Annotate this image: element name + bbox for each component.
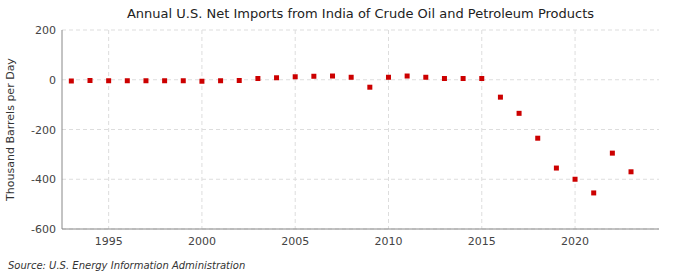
- y-axis-line: [62, 30, 63, 229]
- grid: [62, 30, 659, 229]
- y-grid-line: [62, 229, 659, 230]
- x-grid-line: [388, 30, 389, 229]
- point: [535, 136, 540, 141]
- x-tick-label: 1995: [95, 235, 123, 248]
- source-note: Source: U.S. Energy Information Administ…: [8, 260, 245, 271]
- points: [69, 74, 634, 196]
- point: [517, 111, 522, 116]
- point: [461, 76, 466, 81]
- x-tick-label: 2010: [374, 235, 402, 248]
- point: [386, 75, 391, 80]
- x-tick-label: 2015: [468, 235, 496, 248]
- point: [423, 75, 428, 80]
- point: [87, 78, 92, 83]
- point: [629, 169, 634, 174]
- x-grid-line: [481, 30, 482, 229]
- chart-container: Annual U.S. Net Imports from India of Cr…: [0, 0, 675, 275]
- point: [573, 177, 578, 182]
- point: [181, 78, 186, 83]
- point: [498, 95, 503, 100]
- x-tick-label: 2005: [281, 235, 309, 248]
- tick-labels: -600 -400 -200 0 200 1995 2000 2005 2010 2015 2020: [31, 24, 589, 248]
- point: [311, 74, 316, 79]
- title: Annual U.S. Net Imports from India of Cr…: [127, 6, 594, 21]
- point: [349, 75, 354, 80]
- x-grid-line: [575, 30, 576, 229]
- y-grid-line: [62, 179, 659, 180]
- point: [199, 79, 204, 84]
- y-tick-label: 0: [49, 74, 56, 87]
- y-grid-line: [62, 79, 659, 80]
- x-axis-line: [62, 229, 659, 230]
- point: [554, 166, 559, 171]
- y-tick-label: -200: [31, 124, 56, 137]
- x-grid-line: [108, 30, 109, 229]
- x-grid-line: [295, 30, 296, 229]
- point: [367, 85, 372, 90]
- y-tick-label: -600: [31, 223, 56, 236]
- chart-svg: Annual U.S. Net Imports from India of Cr…: [0, 0, 675, 275]
- point: [293, 74, 298, 79]
- point: [162, 78, 167, 83]
- y-grid-line: [62, 129, 659, 130]
- point: [442, 76, 447, 81]
- x-grid-line: [201, 30, 202, 229]
- y-grid-line: [62, 30, 659, 31]
- x-tick-label: 2000: [188, 235, 216, 248]
- point: [106, 78, 111, 83]
- y-tick-label: 200: [35, 24, 56, 37]
- point: [143, 78, 148, 83]
- point: [237, 78, 242, 83]
- point: [405, 74, 410, 79]
- point: [479, 76, 484, 81]
- point: [330, 74, 335, 79]
- point: [69, 78, 74, 83]
- point: [255, 76, 260, 81]
- x-tick-label: 2020: [561, 235, 589, 248]
- point: [125, 78, 130, 83]
- y-axis-label: Thousand Barrels per Day: [4, 58, 17, 202]
- point: [591, 190, 596, 195]
- point: [218, 78, 223, 83]
- point: [610, 151, 615, 156]
- point: [274, 75, 279, 80]
- y-tick-label: -400: [31, 173, 56, 186]
